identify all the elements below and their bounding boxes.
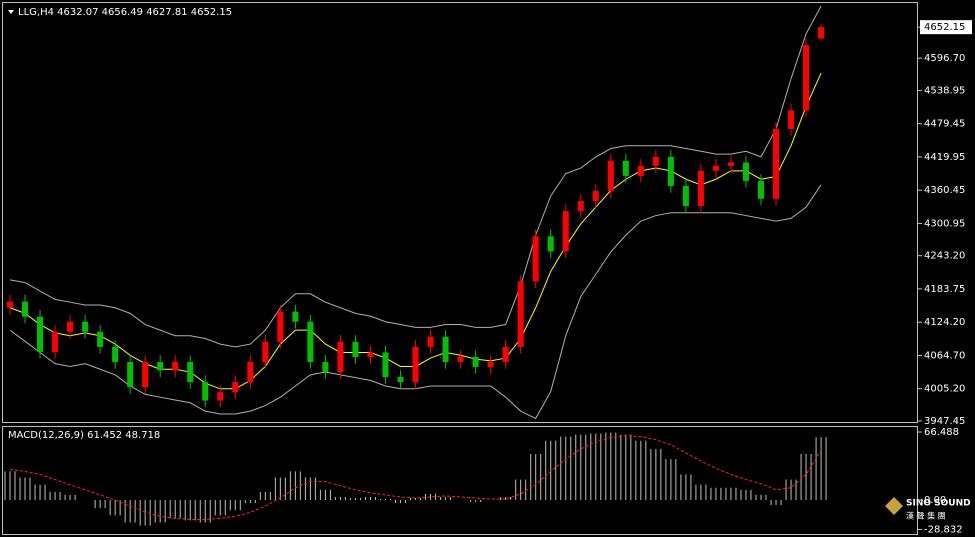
y-tick-label: 4360.45 [924, 185, 965, 196]
menu-arrow [8, 10, 14, 14]
candle-body [622, 160, 629, 176]
y-tick-label: 4652.15 [924, 22, 965, 33]
y-tick-label: 4064.70 [924, 350, 965, 361]
candle-body [187, 361, 194, 383]
candle-body [262, 341, 269, 362]
candle-body [172, 361, 179, 371]
candle-body [788, 110, 795, 129]
candle-body [22, 301, 29, 317]
candle-body [307, 321, 314, 362]
candle-body [67, 321, 74, 332]
candle-body [217, 392, 224, 401]
y-tick-label: 4183.75 [924, 284, 965, 295]
y-tick-label: 4419.95 [924, 152, 965, 163]
candle-body [667, 156, 674, 186]
candle-body [712, 165, 719, 171]
candle-body [382, 352, 389, 378]
price-label-box [920, 20, 972, 35]
indicator-line [9, 5, 822, 348]
candle-body [232, 382, 239, 393]
logo-icon [885, 497, 903, 515]
candle-body [682, 185, 689, 207]
y-tick-label: -28.832 [924, 525, 963, 536]
candle-body [142, 361, 149, 388]
candle-body [7, 301, 13, 308]
candle-body [412, 346, 419, 383]
candle-body [577, 201, 584, 212]
candle-body [127, 361, 134, 388]
y-tick-label: 3947.45 [924, 416, 965, 427]
y-tick-label: 4596.70 [924, 53, 965, 64]
candle-body [517, 281, 524, 347]
y-tick-label: 4479.45 [924, 119, 965, 130]
candle-body [352, 341, 359, 357]
candle-body [442, 336, 449, 362]
candle-body [202, 382, 209, 401]
macd-panel [2, 426, 918, 535]
chart-title: LLG,H4 4632.07 4656.49 4627.81 4652.15 [18, 7, 232, 18]
candle-body [758, 180, 764, 199]
y-tick-label: 4243.20 [924, 251, 965, 262]
y-tick-label: 66.488 [924, 427, 959, 438]
candle-body [427, 336, 434, 347]
candle-body [532, 236, 539, 282]
candle-body [592, 190, 599, 202]
candle-body [742, 162, 749, 181]
y-tick-label: 4300.95 [924, 218, 965, 229]
candle-body [818, 27, 825, 39]
candle-body [82, 321, 89, 332]
signal-line [9, 435, 822, 520]
candle-body [562, 211, 569, 252]
candle-body [397, 377, 404, 383]
candle-body [487, 361, 494, 368]
main-panel [2, 2, 918, 423]
candle-body [322, 361, 329, 373]
candle-body [292, 311, 299, 322]
candle-body [37, 316, 44, 352]
candle-body [367, 352, 374, 357]
macd-title: MACD(12,26,9) 61.452 48.718 [8, 430, 160, 441]
candle-body [727, 162, 734, 166]
candle-body [652, 156, 659, 166]
candle-body [97, 331, 104, 347]
candle-body [773, 128, 780, 199]
candle-body [112, 346, 119, 362]
logo-subtext: 漢 聲 集 團 [906, 511, 946, 521]
candle-body [457, 356, 464, 362]
candle-body [277, 311, 284, 342]
y-tick-label: 4124.20 [924, 317, 965, 328]
y-tick-label: 4538.95 [924, 85, 965, 96]
candle-body [637, 165, 644, 176]
logo-text: SINO SOUND [906, 499, 971, 509]
candle-body [607, 160, 614, 191]
candle-body [502, 346, 509, 362]
candle-body [472, 356, 479, 368]
y-tick-label: 0.00 [924, 495, 946, 506]
candle-body [157, 361, 164, 371]
candle-body [547, 236, 554, 252]
candle-body [247, 361, 254, 383]
candle-body [52, 331, 59, 352]
candle-body [337, 341, 344, 373]
y-tick-label: 4005.20 [924, 384, 965, 395]
candle-body [803, 45, 810, 111]
candle-body [697, 170, 704, 207]
